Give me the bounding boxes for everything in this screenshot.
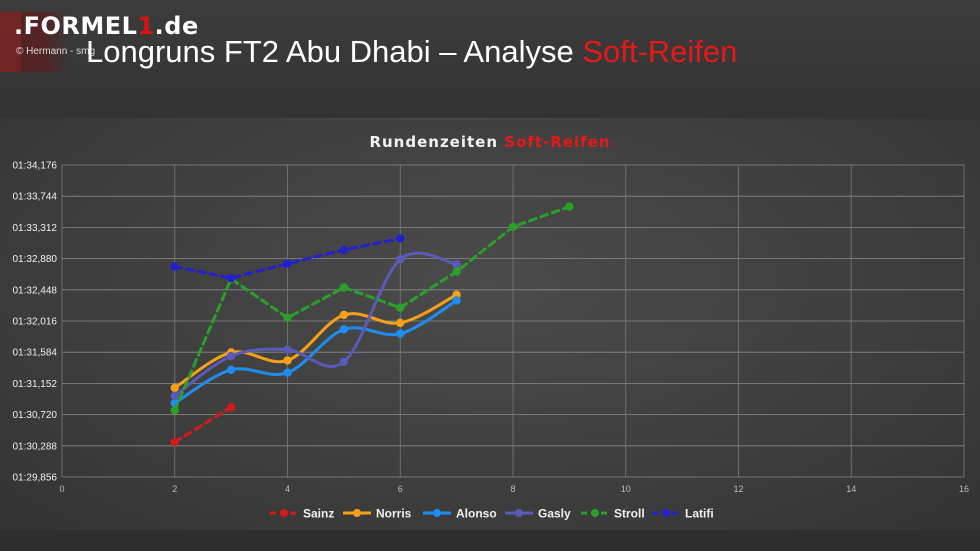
y-tick-label: 01:29,856 [13,473,58,484]
x-tick-label: 12 [733,484,743,494]
data-point-latifi [339,245,349,255]
legend-label-gasly: Gasly [538,507,571,521]
series-line-stroll [173,205,571,412]
y-tick-label: 01:31,152 [13,379,58,390]
y-tick-label: 01:33,744 [13,192,58,203]
data-point-stroll [170,406,179,415]
y-tick-label: 01:32,016 [13,317,58,328]
chart-legend: Sainz Norris Alonso Gasly Stroll Latifi [270,507,714,521]
legend-marker-latifi [662,509,670,517]
y-axis-ticks: 01:29,856 01:30,288 01:30,720 01:31,152 01:3… [13,161,58,484]
series-latifi [170,234,405,283]
y-tick-label: 01:34,176 [13,161,58,172]
legend-marker-gasly [515,509,523,517]
data-point-norris [452,290,461,299]
series-line-norris [173,293,459,390]
data-point-latifi [170,262,179,271]
flag-graphic [0,12,70,72]
data-point-sainz [226,403,236,412]
data-point-stroll [565,202,574,211]
data-point-latifi [396,234,405,243]
data-point-alonso [452,296,461,305]
chart-title-accent: Soft-Reifen [504,133,610,151]
data-point-alonso [283,368,292,377]
data-point-gasly [283,345,292,354]
y-tick-label: 01:30,720 [13,410,58,421]
legend-label-sainz: Sainz [303,507,334,521]
legend-marker-sainz [280,509,288,517]
series-sainz [170,403,236,447]
x-tick-label: 6 [398,484,403,494]
data-point-stroll [396,303,405,312]
legend-label-norris: Norris [376,507,412,521]
page-title-accent: Soft-Reifen [582,34,738,69]
legend-marker-alonso [433,509,441,517]
series-line-sainz [173,405,233,444]
series-line-alonso [173,298,459,405]
data-point-gasly [452,260,461,269]
data-point-gasly [170,391,179,401]
y-tick-label: 01:30,288 [13,441,58,452]
x-tick-label: 2 [172,484,177,494]
data-point-alonso [396,329,405,338]
formel1-logo: .FORMEL1.de [14,12,199,40]
photo-credit: © Hermann - smg [16,46,96,57]
y-tick-label: 01:32,880 [13,254,58,265]
x-tick-label: 4 [285,484,290,494]
chart-panel [0,120,980,530]
x-tick-label: 8 [510,484,515,494]
legend-marker-norris [353,509,361,517]
data-point-sainz [170,437,179,447]
legend-marker-stroll [591,509,599,517]
series-norris [170,290,461,393]
data-point-gasly [396,255,405,264]
x-tick-label: 16 [959,484,969,494]
data-point-alonso [339,325,349,334]
x-tick-label: 14 [846,484,856,494]
data-point-stroll [339,283,349,292]
series-alonso [170,296,461,408]
data-point-stroll [283,313,292,323]
data-point-alonso [226,365,236,375]
legend-label-stroll: Stroll [614,507,645,521]
data-point-norris [283,356,292,365]
bottom-bar [0,530,980,551]
page-title-main: Longruns FT2 Abu Dhabi – Analyse [86,34,583,69]
y-tick-label: 01:33,312 [13,223,58,234]
y-tick-label: 01:32,448 [13,285,58,296]
chart-title-main: Rundenzeiten [369,133,504,151]
data-point-norris [339,310,349,320]
x-axis-ticks: 0 2 4 6 8 10 12 14 16 [59,484,969,494]
chart-title: Rundenzeiten Soft-Reifen [369,133,610,151]
data-point-norris [170,383,179,393]
legend-label-alonso: Alonso [456,507,497,521]
chart-series [170,202,574,447]
data-point-stroll [508,222,518,232]
data-point-stroll [452,267,461,276]
legend-label-latifi: Latifi [685,507,714,521]
series-gasly [170,251,461,401]
data-point-latifi [283,259,292,268]
header-bar: .FORMEL1.de © Hermann - smg Longruns FT2… [0,0,980,118]
data-point-gasly [226,351,236,361]
data-point-norris [396,318,405,328]
y-tick-label: 01:31,584 [13,348,58,359]
page-title: Longruns FT2 Abu Dhabi – Analyse Soft-Re… [86,34,737,70]
data-point-latifi [226,273,236,283]
x-tick-label: 0 [59,484,64,494]
x-tick-label: 10 [621,484,631,494]
chart-grid [61,164,965,478]
data-point-gasly [339,357,349,367]
